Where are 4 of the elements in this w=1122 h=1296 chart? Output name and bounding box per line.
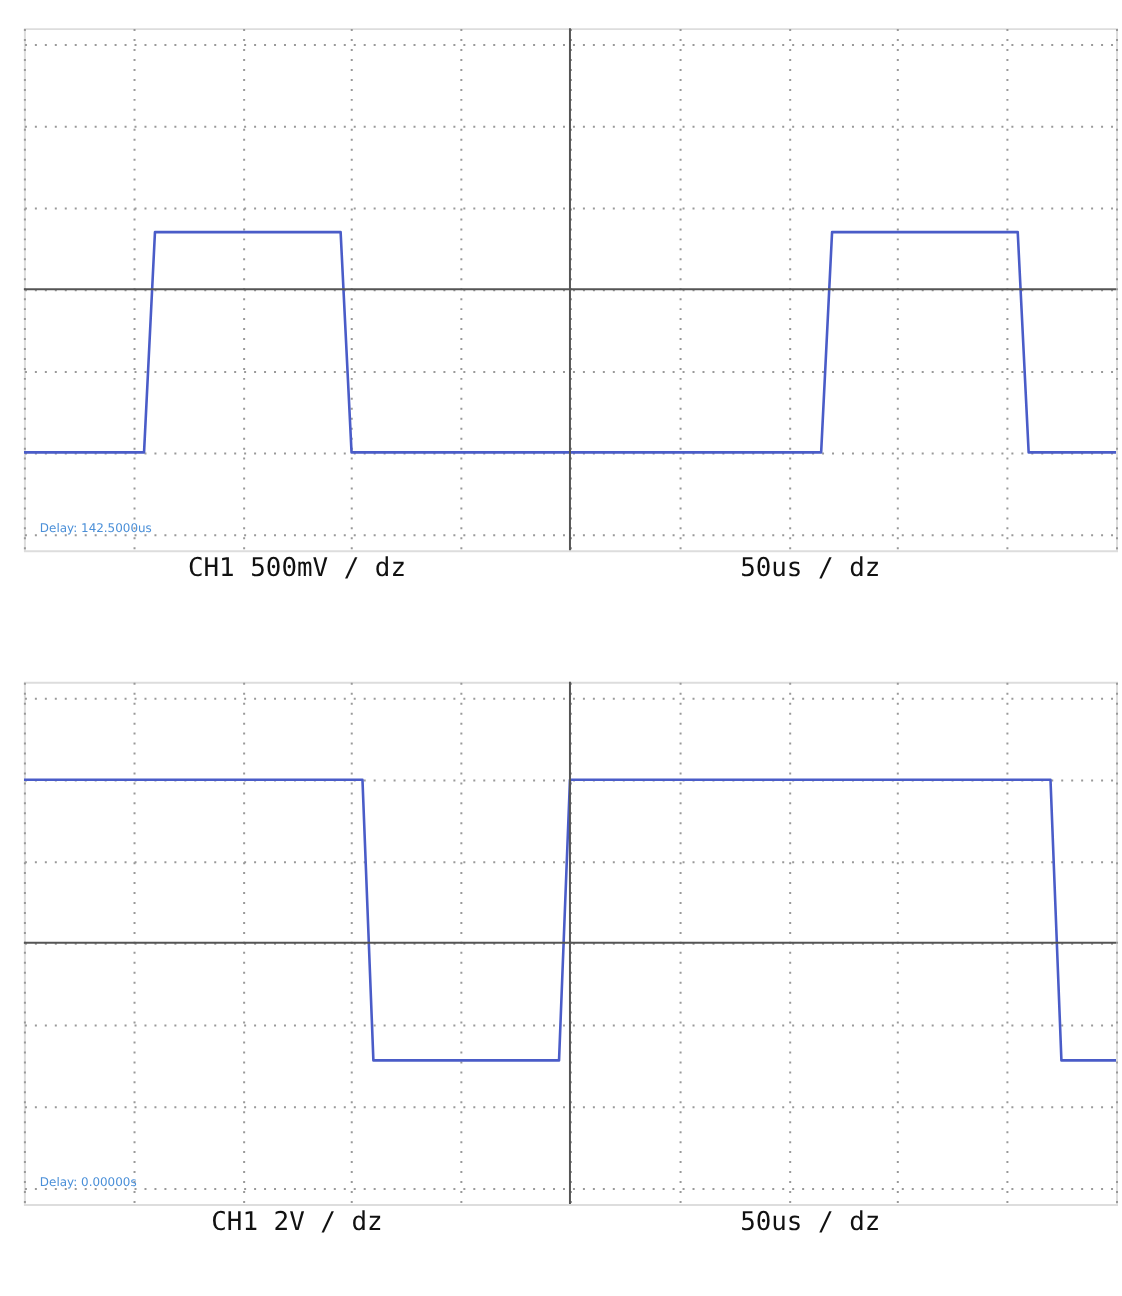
text: 50us / dz <box>740 554 881 585</box>
text: CH1 2V / dz <box>211 1207 383 1238</box>
text: CH1 500mV / dz <box>187 554 406 585</box>
text: 50us / dz <box>740 1207 881 1238</box>
